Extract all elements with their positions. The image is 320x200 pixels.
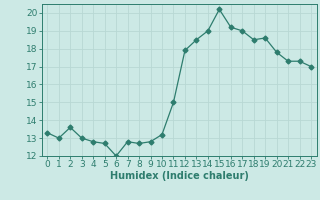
X-axis label: Humidex (Indice chaleur): Humidex (Indice chaleur) (110, 171, 249, 181)
